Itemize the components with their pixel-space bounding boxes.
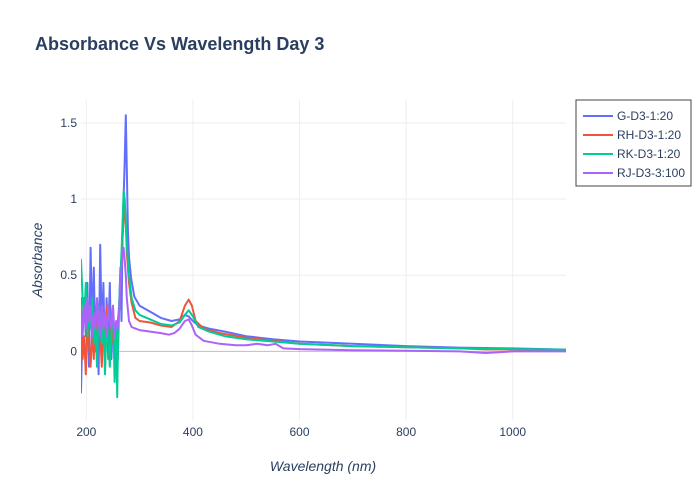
x-tick-label: 600: [290, 425, 310, 439]
legend-label: G-D3-1:20: [617, 109, 673, 123]
series-line-rj-d3-3-100: [81, 246, 566, 354]
series-line-rk-d3-1-20: [81, 190, 566, 399]
x-axis-ticks: 200 400 600 800 1000: [76, 425, 526, 439]
x-tick-label: 1000: [499, 425, 526, 439]
y-tick-label: 1: [70, 192, 77, 206]
chart-title: Absorbance Vs Wavelength Day 3: [35, 34, 324, 54]
grid: [81, 100, 566, 420]
legend-label: RJ-D3-3:100: [617, 166, 685, 180]
y-tick-label: 1.5: [60, 116, 77, 130]
plot-area: [81, 114, 566, 399]
legend-box: [575, 99, 692, 187]
x-tick-label: 200: [76, 425, 96, 439]
legend-label: RK-D3-1:20: [617, 147, 681, 161]
legend-label: RH-D3-1:20: [617, 128, 681, 142]
x-tick-label: 400: [183, 425, 203, 439]
legend: G-D3-1:20 RH-D3-1:20 RK-D3-1:20 RJ-D3-3:100: [575, 99, 692, 187]
x-axis-title: Wavelength (nm): [270, 458, 376, 474]
y-axis-ticks: 0 0.5 1 1.5: [60, 116, 77, 359]
y-axis-title: Absorbance: [29, 222, 45, 298]
y-tick-label: 0.5: [60, 268, 77, 282]
y-tick-label: 0: [70, 344, 77, 358]
x-tick-label: 800: [396, 425, 416, 439]
